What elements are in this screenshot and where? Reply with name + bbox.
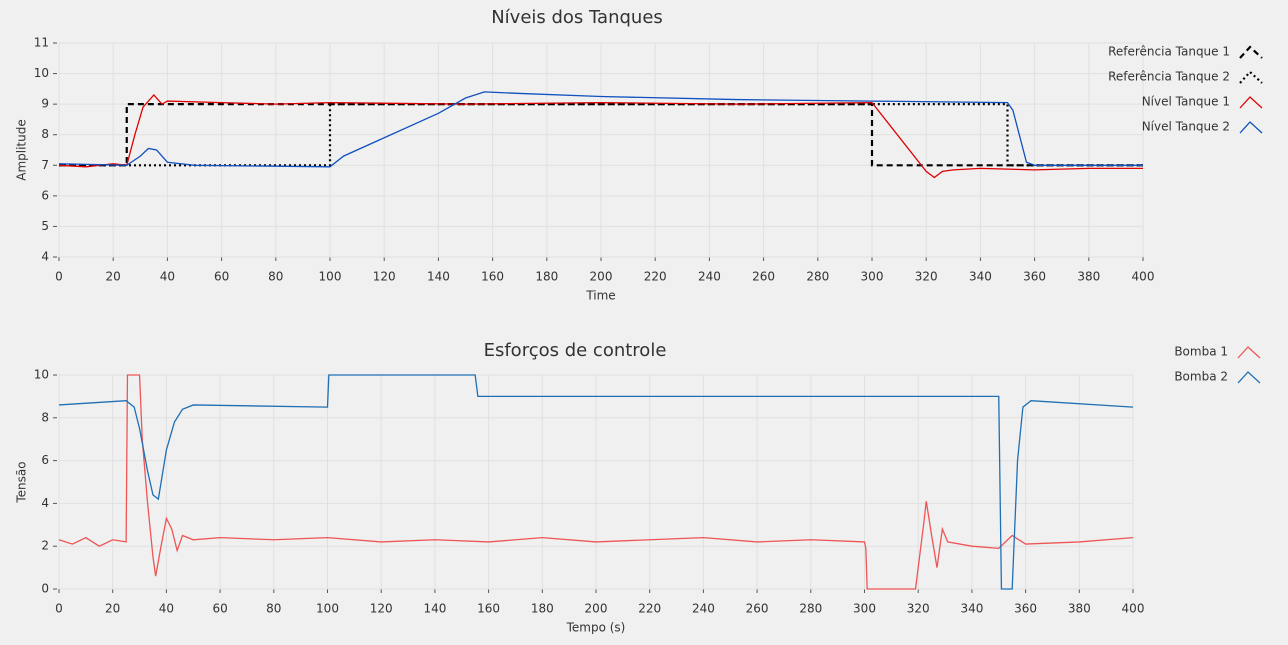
x-axis-label: Time xyxy=(585,289,615,303)
y-tick-label: 2 xyxy=(41,539,49,553)
y-axis-label: Amplitude xyxy=(15,119,29,181)
x-tick-label: 80 xyxy=(266,602,281,616)
x-tick-label: 180 xyxy=(531,602,554,616)
y-tick-label: 5 xyxy=(41,219,49,233)
y-tick-label: 8 xyxy=(41,410,49,424)
x-tick-label: 140 xyxy=(423,602,446,616)
x-tick-label: 340 xyxy=(960,602,983,616)
y-tick-label: 10 xyxy=(34,368,49,382)
x-tick-label: 120 xyxy=(370,602,393,616)
legend-label: Referência Tanque 2 xyxy=(1108,70,1230,84)
x-tick-label: 160 xyxy=(477,602,500,616)
x-tick-label: 280 xyxy=(799,602,822,616)
x-tick-label: 320 xyxy=(915,270,938,284)
legend-label: Nível Tanque 2 xyxy=(1142,120,1230,134)
x-tick-label: 0 xyxy=(55,602,63,616)
x-tick-label: 0 xyxy=(55,270,63,284)
legend-icon xyxy=(1237,346,1261,359)
x-tick-label: 340 xyxy=(969,270,992,284)
x-tick-label: 20 xyxy=(105,602,120,616)
x-tick-label: 80 xyxy=(268,270,283,284)
y-tick-label: 8 xyxy=(41,127,49,141)
x-tick-label: 280 xyxy=(806,270,829,284)
x-tick-label: 120 xyxy=(373,270,396,284)
x-tick-label: 60 xyxy=(212,602,227,616)
x-tick-label: 240 xyxy=(692,602,715,616)
legend-label: Nível Tanque 1 xyxy=(1142,95,1230,109)
x-tick-label: 180 xyxy=(535,270,558,284)
x-tick-label: 40 xyxy=(159,602,174,616)
series-line xyxy=(58,374,1134,590)
x-tick-label: 380 xyxy=(1077,270,1100,284)
y-tick-label: 4 xyxy=(41,496,49,510)
x-tick-label: 220 xyxy=(638,602,661,616)
x-tick-label: 100 xyxy=(316,602,339,616)
x-tick-label: 260 xyxy=(752,270,775,284)
x-tick-label: 20 xyxy=(106,270,121,284)
y-tick-label: 6 xyxy=(41,188,49,202)
legend-icon xyxy=(1239,70,1263,84)
y-tick-label: 7 xyxy=(41,158,49,172)
x-tick-label: 300 xyxy=(853,602,876,616)
legend-icon xyxy=(1239,96,1263,109)
x-tick-label: 300 xyxy=(861,270,884,284)
x-tick-label: 400 xyxy=(1132,270,1155,284)
chart-title: Esforços de controle xyxy=(484,340,667,361)
x-tick-label: 320 xyxy=(907,602,930,616)
series-line xyxy=(58,93,1143,179)
x-axis-label: Tempo (s) xyxy=(566,621,626,635)
legend-label: Referência Tanque 1 xyxy=(1108,45,1230,59)
x-tick-label: 200 xyxy=(590,270,613,284)
series-line xyxy=(58,91,1143,168)
legend-label: Bomba 2 xyxy=(1174,370,1228,384)
x-tick-label: 360 xyxy=(1014,602,1037,616)
x-tick-label: 220 xyxy=(644,270,667,284)
legend-icon xyxy=(1239,45,1263,59)
x-tick-label: 360 xyxy=(1023,270,1046,284)
legend-label: Bomba 1 xyxy=(1174,345,1228,359)
x-tick-label: 100 xyxy=(319,270,342,284)
x-tick-label: 40 xyxy=(160,270,175,284)
y-tick-label: 0 xyxy=(41,582,49,596)
x-tick-label: 60 xyxy=(214,270,229,284)
series-line xyxy=(58,374,1134,590)
y-axis-label: Tensão xyxy=(15,461,29,503)
x-tick-label: 200 xyxy=(585,602,608,616)
y-tick-label: 10 xyxy=(34,66,49,80)
legend-icon xyxy=(1237,371,1261,384)
x-tick-label: 260 xyxy=(746,602,769,616)
legend-icon xyxy=(1239,121,1263,134)
x-tick-label: 240 xyxy=(698,270,721,284)
chart-title: Níveis dos Tanques xyxy=(491,7,663,28)
y-tick-label: 9 xyxy=(41,97,49,111)
y-tick-label: 11 xyxy=(34,36,49,50)
y-tick-label: 4 xyxy=(41,250,49,264)
x-tick-label: 400 xyxy=(1122,602,1145,616)
x-tick-label: 140 xyxy=(427,270,450,284)
x-tick-label: 380 xyxy=(1068,602,1091,616)
series-line xyxy=(59,103,1143,167)
y-tick-label: 6 xyxy=(41,453,49,467)
x-tick-label: 160 xyxy=(481,270,504,284)
